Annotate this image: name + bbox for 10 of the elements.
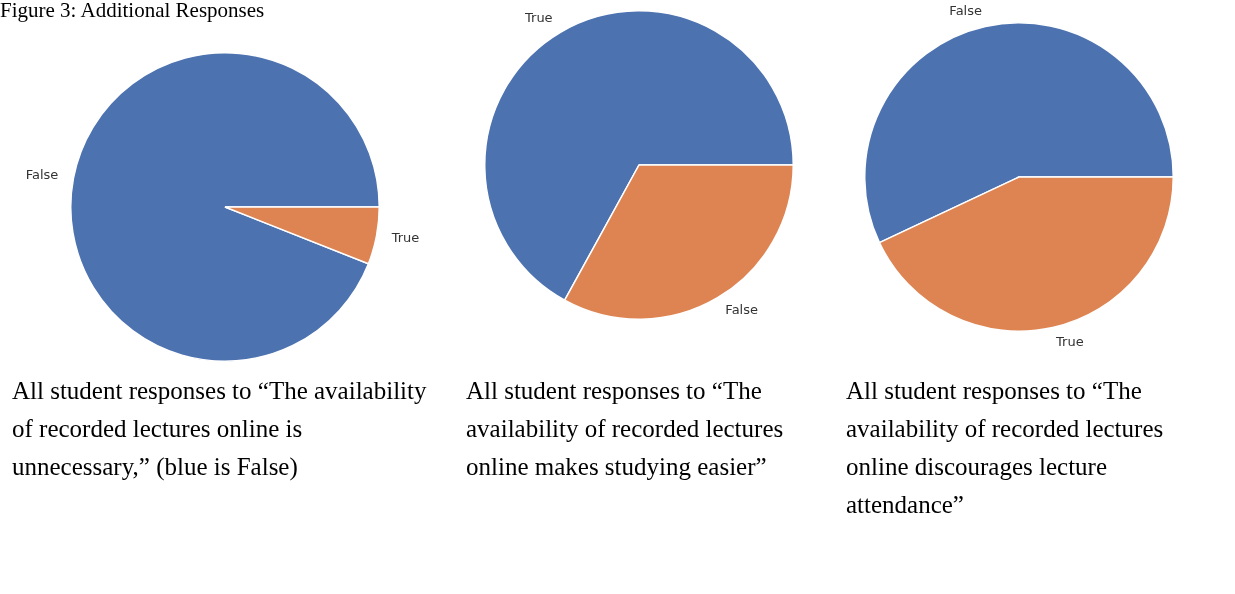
chart-title: Figure 3: Additional Responses (0, 0, 265, 23)
slice-label: True (1055, 333, 1084, 349)
slice-label: True (390, 230, 420, 246)
text: All student responses to “The availability of recorded lectures online makes studying easier” (466, 376, 785, 482)
slice-label: False (949, 2, 982, 18)
slice-label: True (524, 10, 553, 26)
text: All student responses to “The availability of recorded lectures online is unnecessary,” (blue is False) (12, 376, 428, 483)
text: All student responses to “The availability of recorded lectures online discourages lecture attendance” (846, 376, 1165, 520)
slice-label: False (725, 302, 759, 318)
slice-label: False (25, 166, 59, 182)
